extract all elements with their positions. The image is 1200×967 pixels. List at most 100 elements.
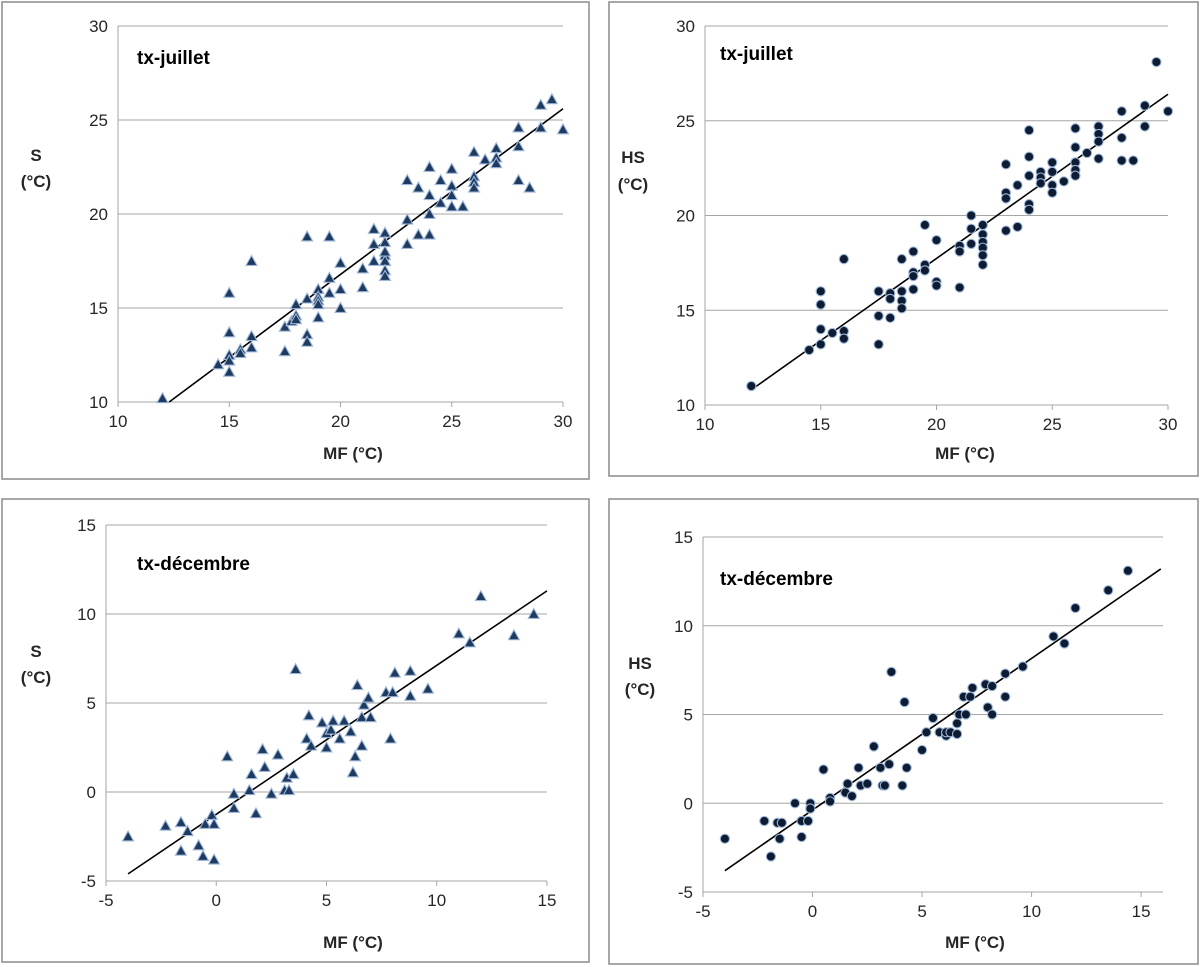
data-point bbox=[222, 365, 236, 377]
x-tick-label: 30 bbox=[1159, 415, 1178, 434]
y-tick-label: 15 bbox=[676, 301, 695, 320]
y-tick-label: 5 bbox=[87, 694, 96, 713]
chart-title: tx-juillet bbox=[137, 48, 211, 69]
y-tick-label: 0 bbox=[87, 783, 96, 802]
data-point bbox=[873, 310, 884, 322]
data-point bbox=[966, 238, 977, 250]
data-point bbox=[286, 767, 300, 780]
data-point bbox=[227, 787, 241, 799]
data-point bbox=[523, 181, 537, 193]
data-point bbox=[896, 286, 907, 297]
y-tick-label: 30 bbox=[676, 17, 695, 36]
data-point bbox=[378, 244, 392, 257]
data-point bbox=[361, 691, 375, 703]
data-point bbox=[512, 173, 525, 186]
y-tick-label: 5 bbox=[684, 706, 693, 725]
y-axis-title-line-1: HS bbox=[628, 654, 652, 673]
x-axis-title: MF (°C) bbox=[935, 444, 995, 463]
data-point bbox=[1047, 157, 1058, 168]
y-tick-label: 15 bbox=[89, 299, 108, 318]
y-tick-label: 10 bbox=[77, 605, 96, 624]
data-point bbox=[364, 710, 378, 723]
data-point bbox=[245, 340, 258, 353]
y-tick-label: 15 bbox=[77, 516, 96, 535]
data-point bbox=[356, 280, 370, 293]
data-point bbox=[868, 741, 880, 752]
data-point bbox=[355, 710, 369, 723]
x-tick-label: 0 bbox=[212, 891, 221, 910]
data-point bbox=[818, 764, 829, 775]
data-point bbox=[434, 196, 448, 208]
data-point bbox=[222, 354, 236, 366]
data-point bbox=[986, 709, 998, 720]
y-tick-label: 10 bbox=[674, 617, 693, 636]
plot-area: 10 15 20 25 30 10 15 20 25 30 bbox=[676, 17, 1177, 434]
data-point bbox=[1151, 56, 1162, 68]
data-point bbox=[258, 760, 272, 773]
data-point bbox=[478, 152, 492, 165]
data-point bbox=[719, 833, 731, 844]
data-point bbox=[927, 712, 939, 724]
data-point bbox=[423, 207, 436, 219]
x-tick-label: 10 bbox=[109, 412, 128, 431]
data-point bbox=[300, 291, 314, 304]
data-point bbox=[334, 301, 347, 313]
data-point bbox=[908, 284, 919, 295]
data-point bbox=[121, 829, 135, 842]
data-point bbox=[1139, 100, 1150, 111]
data-point bbox=[1000, 193, 1012, 204]
data-point bbox=[322, 229, 336, 242]
chart-title: tx-décembre bbox=[720, 569, 833, 590]
x-tick-label: 30 bbox=[554, 412, 573, 431]
data-point bbox=[400, 237, 414, 250]
data-point bbox=[211, 357, 225, 370]
x-tick-label: 5 bbox=[322, 891, 331, 910]
data-point bbox=[220, 749, 234, 762]
data-point bbox=[403, 689, 417, 701]
data-point bbox=[1070, 602, 1081, 614]
data-point bbox=[233, 346, 247, 359]
y-tick-label: 0 bbox=[684, 794, 693, 813]
data-point bbox=[897, 780, 908, 791]
data-point bbox=[207, 817, 221, 829]
data-point bbox=[1116, 132, 1127, 143]
data-point bbox=[1103, 585, 1114, 596]
y-axis-title-line-1: S bbox=[30, 642, 41, 661]
data-point bbox=[174, 844, 188, 856]
data-point bbox=[512, 120, 525, 133]
data-point bbox=[873, 339, 884, 350]
data-point bbox=[334, 256, 347, 268]
data-point bbox=[181, 824, 195, 837]
data-point bbox=[815, 339, 826, 350]
data-point bbox=[977, 219, 988, 231]
y-tick-label: 25 bbox=[89, 111, 108, 130]
x-axis-title: MF (°C) bbox=[945, 933, 1005, 952]
data-point bbox=[885, 312, 896, 323]
data-point bbox=[921, 727, 932, 738]
data-point bbox=[960, 709, 972, 720]
data-point bbox=[919, 219, 931, 231]
data-point bbox=[1047, 166, 1058, 178]
data-point bbox=[205, 808, 219, 821]
data-point bbox=[423, 160, 436, 172]
data-point bbox=[411, 228, 425, 240]
y-tick-label: 10 bbox=[676, 396, 695, 415]
y-axis-title-line-1: S bbox=[30, 146, 41, 165]
data-point bbox=[463, 635, 477, 648]
data-point bbox=[300, 229, 314, 242]
data-point bbox=[245, 254, 258, 266]
y-axis-title-line-2: (°C) bbox=[625, 680, 655, 699]
data-point bbox=[765, 851, 777, 862]
x-tick-label: 0 bbox=[808, 902, 817, 921]
chart-title: tx-juillet bbox=[720, 44, 794, 65]
data-point bbox=[804, 344, 815, 356]
data-point bbox=[245, 767, 258, 780]
data-point bbox=[337, 714, 351, 726]
y-tick-label: -5 bbox=[678, 883, 693, 902]
plot-area: -5 0 5 10 15 -5 0 5 10 15 bbox=[77, 516, 556, 910]
data-point bbox=[355, 739, 369, 751]
panel-hs-decembre: tx-décembre HS (°C) MF (°C) -5 0 5 10 15 -5 0 5… bbox=[608, 498, 1199, 965]
data-point bbox=[875, 762, 886, 773]
data-point bbox=[322, 286, 336, 298]
